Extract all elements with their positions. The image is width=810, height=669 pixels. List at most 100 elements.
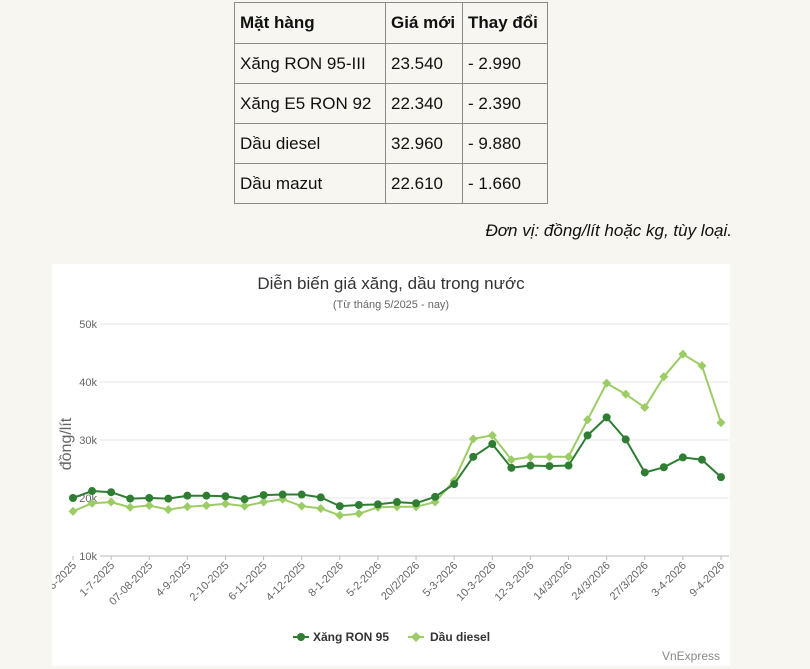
data-point[interactable]: [221, 492, 230, 501]
data-point[interactable]: [69, 494, 77, 502]
data-point[interactable]: [297, 490, 306, 499]
data-point[interactable]: [488, 440, 497, 449]
data-point[interactable]: [316, 493, 325, 502]
data-point[interactable]: [678, 349, 688, 359]
series-ron95: [69, 413, 725, 511]
data-point[interactable]: [354, 500, 363, 509]
legend-item-diesel[interactable]: Dầu diesel: [408, 630, 490, 644]
data-point[interactable]: [640, 403, 650, 413]
legend-item-ron95[interactable]: Xăng RON 95: [293, 630, 389, 644]
legend: Xăng RON 95 Dầu diesel: [293, 630, 490, 644]
data-point[interactable]: [602, 378, 612, 388]
data-point[interactable]: [259, 497, 269, 507]
data-point[interactable]: [487, 430, 497, 440]
product-cell: Xăng E5 RON 92: [234, 83, 386, 124]
data-point[interactable]: [716, 418, 726, 428]
grid-lines: [100, 323, 729, 557]
data-point[interactable]: [525, 452, 535, 462]
data-point[interactable]: [126, 494, 135, 503]
data-point[interactable]: [335, 502, 344, 511]
data-point[interactable]: [621, 389, 631, 399]
new-price-cell: 22.340: [385, 83, 463, 124]
data-point[interactable]: [545, 462, 554, 471]
chart-title: Diễn biến giá xăng, dầu trong nước: [257, 274, 525, 293]
data-point[interactable]: [354, 509, 364, 519]
y-tick-label: 50k: [79, 319, 97, 331]
data-point[interactable]: [450, 480, 459, 489]
data-point[interactable]: [640, 468, 649, 477]
data-point[interactable]: [107, 488, 116, 497]
series-layer: [68, 349, 726, 520]
data-point[interactable]: [106, 497, 116, 507]
data-point[interactable]: [678, 453, 687, 462]
x-tick-label: 24/3/2026: [570, 560, 613, 603]
data-point[interactable]: [393, 498, 401, 507]
data-point[interactable]: [468, 434, 478, 444]
data-point[interactable]: [316, 503, 326, 513]
x-tick-label: 6-11-2025: [226, 560, 269, 603]
new-price-cell: 23.540: [385, 43, 463, 84]
data-point[interactable]: [182, 502, 192, 512]
credit-text: VnExpress: [662, 649, 720, 663]
data-point[interactable]: [335, 510, 345, 520]
data-point[interactable]: [220, 499, 230, 509]
data-point[interactable]: [697, 455, 706, 464]
data-point[interactable]: [259, 491, 268, 500]
change-cell: - 1.660: [462, 163, 548, 204]
data-point[interactable]: [164, 494, 173, 503]
data-point[interactable]: [68, 506, 78, 516]
data-point[interactable]: [659, 463, 668, 472]
data-point[interactable]: [240, 495, 249, 504]
change-cell: - 2.990: [462, 43, 548, 84]
chart-canvas: Diễn biến giá xăng, dầu trong nước (Từ t…: [52, 274, 729, 663]
data-point[interactable]: [373, 500, 382, 509]
data-point[interactable]: [202, 491, 211, 500]
data-point[interactable]: [240, 501, 250, 511]
data-point[interactable]: [297, 501, 307, 511]
data-point[interactable]: [697, 361, 707, 371]
data-point[interactable]: [564, 452, 574, 462]
data-point[interactable]: [125, 502, 135, 512]
x-tick-label: 20/2/2026: [379, 560, 422, 603]
x-tick-label: 12-6-2025: [52, 560, 79, 604]
data-point[interactable]: [278, 490, 287, 499]
data-point[interactable]: [659, 372, 669, 382]
data-point[interactable]: [412, 499, 421, 508]
data-point[interactable]: [526, 461, 535, 470]
data-point[interactable]: [583, 415, 593, 425]
x-tick-label: 1-7-2025: [78, 560, 118, 600]
series-line: [72, 353, 722, 517]
data-point[interactable]: [506, 455, 516, 465]
data-point[interactable]: [469, 452, 478, 461]
price-table: Mặt hàng Giá mới Thay đổi Xăng RON 95-II…: [234, 2, 548, 204]
data-point[interactable]: [507, 463, 516, 472]
x-tick-label: 4-12-2025: [264, 560, 308, 604]
data-point[interactable]: [544, 452, 554, 462]
data-point[interactable]: [621, 435, 630, 444]
series-diesel: [68, 349, 726, 520]
y-tick-label: 30k: [79, 435, 97, 447]
data-point[interactable]: [602, 413, 611, 422]
data-point[interactable]: [431, 492, 440, 501]
data-point[interactable]: [144, 501, 154, 511]
x-tick-label: 10-3-2026: [454, 560, 498, 604]
column-header: Thay đổi: [462, 2, 548, 44]
x-tick-label: 4-9-2025: [154, 560, 194, 600]
table-row: Dầu mazut 22.610 - 1.660: [234, 163, 548, 204]
new-price-cell: 32.960: [385, 123, 463, 164]
data-point[interactable]: [88, 487, 97, 496]
change-cell: - 9.880: [462, 123, 548, 164]
data-point[interactable]: [87, 498, 97, 508]
table-row: Dầu diesel 32.960 - 9.880: [234, 123, 548, 164]
data-point[interactable]: [717, 473, 725, 482]
data-point[interactable]: [145, 494, 154, 502]
data-point[interactable]: [564, 461, 573, 470]
data-point[interactable]: [163, 505, 173, 515]
new-price-cell: 22.610: [385, 163, 463, 204]
table-row: Xăng RON 95-III 23.540 - 2.990: [234, 43, 548, 84]
data-point[interactable]: [583, 431, 592, 440]
y-axis-label: đồng/lít: [58, 417, 75, 470]
data-point[interactable]: [183, 491, 192, 500]
x-tick-label: 5-3-2026: [421, 560, 461, 600]
data-point[interactable]: [201, 501, 211, 511]
